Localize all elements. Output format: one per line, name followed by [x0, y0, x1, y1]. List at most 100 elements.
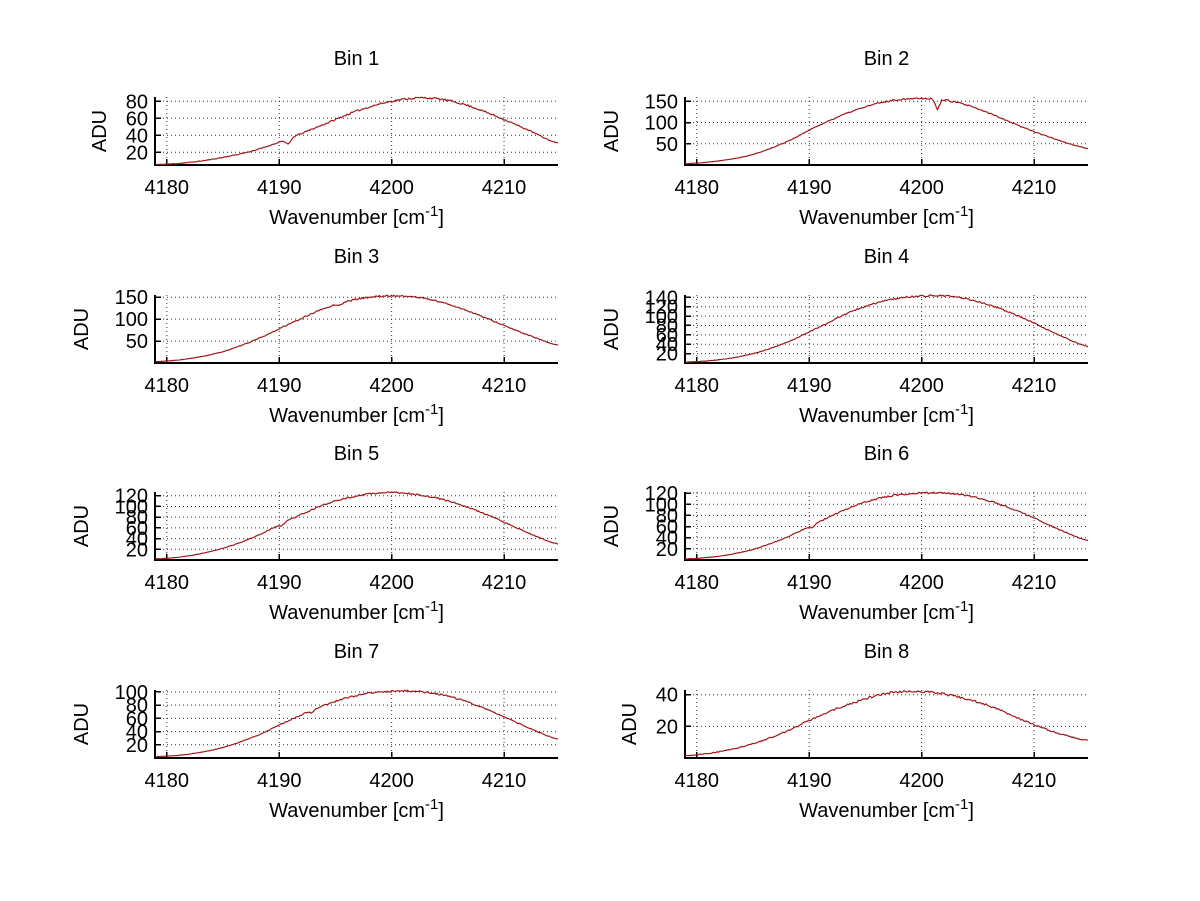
y-tick-label: 60 [126, 518, 148, 540]
x-tick-label: 4200 [369, 375, 414, 397]
y-tick-label: 80 [126, 91, 148, 113]
y-tick-label: 60 [126, 108, 148, 130]
x-axis-label: Wavenumber [cm-1] [269, 401, 444, 427]
x-tick-label: 4180 [675, 770, 720, 792]
x-tick-label: 4190 [257, 375, 302, 397]
x-tick-label: 4200 [899, 177, 944, 199]
x-tick-label: 4210 [482, 177, 527, 199]
x-tick-label: 4210 [1012, 177, 1057, 199]
x-axis-label: Wavenumber [cm-1] [799, 401, 974, 427]
subplot-bin-6: Bin 6 ADU 20 40 60 80 100 120 4180 4190 4200 4210… [585, 442, 1100, 637]
y-tick-label: 20 [126, 735, 148, 757]
y-tick-label: 80 [126, 695, 148, 717]
x-tick-label: 4190 [787, 770, 832, 792]
x-tick-label: 4210 [1012, 572, 1057, 594]
plot-title: Bin 8 [863, 641, 910, 663]
y-tick-label: 80 [126, 507, 148, 529]
x-tick-label: 4190 [257, 770, 302, 792]
x-tick-label: 4180 [675, 572, 720, 594]
subplot-bin-5: Bin 5 ADU 20 40 60 80 100 120 4180 4190 4200 4210… [55, 442, 570, 637]
subplot-bin-8: Bin 8 ADU 20 40 4180 4190 4200 4210 Wavenumbe… [585, 640, 1100, 835]
y-tick-label: 40 [656, 334, 678, 356]
spectrum-curve-bin-4 [684, 294, 1089, 363]
plot-title: Bin 1 [333, 48, 380, 70]
y-tick-label: 150 [645, 91, 678, 113]
y-tick-label: 20 [126, 539, 148, 561]
x-tick-label: 4190 [787, 375, 832, 397]
y-tick-label: 100 [645, 494, 678, 516]
y-tick-label: 60 [656, 325, 678, 347]
spectrum-curve-bin-1 [154, 96, 559, 166]
x-axis-label: Wavenumber [cm-1] [799, 796, 974, 822]
x-tick-label: 4180 [145, 770, 190, 792]
y-tick-label: 20 [126, 142, 148, 164]
y-tick-label: 100 [645, 306, 678, 328]
y-tick-label: 120 [645, 483, 678, 505]
x-tick-label: 4200 [369, 572, 414, 594]
subplot-bin-1: Bin 1 ADU 20 40 60 80 4180 4190 4200 4210 Waven… [55, 47, 570, 242]
x-axis-label: Wavenumber [cm-1] [269, 796, 444, 822]
x-tick-label: 4210 [1012, 770, 1057, 792]
y-tick-label: 100 [115, 496, 148, 518]
plot-area: 20 40 4180 4190 4200 4210 [656, 685, 1089, 792]
x-tick-label: 4200 [899, 375, 944, 397]
subplot-bin-4: Bin 4 ADU 20 40 60 80 100 120 140 4180 4190 4200 4… [585, 245, 1100, 440]
y-tick-label: 140 [645, 287, 678, 309]
y-tick-label: 120 [115, 486, 148, 508]
x-axis-label: Wavenumber [cm-1] [799, 598, 974, 624]
x-tick-label: 4210 [482, 770, 527, 792]
plot-title: Bin 6 [863, 443, 910, 465]
x-tick-label: 4180 [675, 375, 720, 397]
x-tick-label: 4200 [899, 770, 944, 792]
spectrum-curve-bin-5 [154, 491, 559, 560]
x-tick-label: 4200 [369, 770, 414, 792]
y-tick-label: 80 [656, 505, 678, 527]
plot-title: Bin 4 [863, 246, 910, 268]
y-tick-label: 120 [645, 297, 678, 319]
spectrum-curve-bin-2 [684, 97, 1089, 165]
plot-title: Bin 7 [333, 641, 380, 663]
y-tick-label: 40 [656, 528, 678, 550]
x-tick-label: 4210 [482, 375, 527, 397]
y-tick-label: 50 [126, 331, 148, 353]
y-tick-label: 40 [126, 722, 148, 744]
x-axis-label: Wavenumber [cm-1] [269, 598, 444, 624]
subplot-bin-7: Bin 7 ADU 20 40 60 80 100 4180 4190 4200 4210 Wa… [55, 640, 570, 835]
plot-title: Bin 5 [333, 443, 380, 465]
x-tick-label: 4200 [369, 177, 414, 199]
x-tick-label: 4200 [899, 572, 944, 594]
spectrum-curve-bin-3 [154, 294, 559, 363]
x-tick-label: 4190 [257, 572, 302, 594]
x-tick-label: 4180 [145, 375, 190, 397]
y-tick-label: 80 [656, 315, 678, 337]
y-tick-label: 20 [656, 344, 678, 366]
subplot-bin-3: Bin 3 ADU 50 100 150 4180 4190 4200 4210 Waven… [55, 245, 570, 440]
x-tick-label: 4180 [145, 177, 190, 199]
y-tick-label: 150 [115, 287, 148, 309]
y-tick-label: 40 [126, 125, 148, 147]
subplot-bin-2: Bin 2 ADU 50 100 150 4180 4190 4200 4210 Waven… [585, 47, 1100, 242]
y-tick-label: 40 [126, 529, 148, 551]
spectrum-curve-bin-8 [684, 690, 1089, 757]
x-tick-label: 4210 [482, 572, 527, 594]
x-tick-label: 4190 [787, 572, 832, 594]
y-tick-label: 100 [115, 682, 148, 704]
x-tick-label: 4180 [675, 177, 720, 199]
x-tick-label: 4190 [787, 177, 832, 199]
y-tick-label: 20 [656, 539, 678, 561]
y-tick-label: 100 [645, 113, 678, 135]
x-axis-label: Wavenumber [cm-1] [799, 203, 974, 229]
plot-title: Bin 2 [863, 48, 910, 70]
y-tick-label: 60 [656, 517, 678, 539]
spectrum-curve-bin-7 [154, 689, 559, 758]
x-tick-label: 4180 [145, 572, 190, 594]
y-tick-label: 20 [656, 716, 678, 738]
